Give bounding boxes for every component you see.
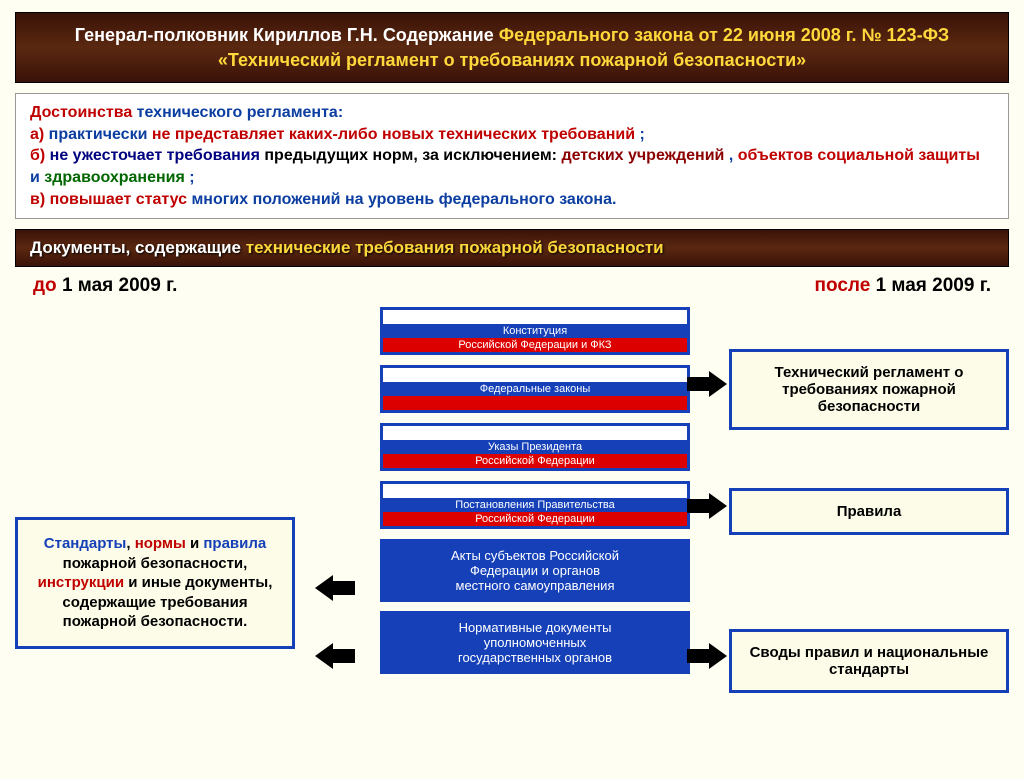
hierarchy-president-decrees: Указы Президента Российской Федерации [380,423,690,471]
hierarchy-constitution: Конституция Российской Федерации и ФКЗ [380,307,690,355]
hierarchy-normative-docs: Нормативные документы уполномоченных гос… [380,611,690,674]
arrow-left-icon [315,575,355,601]
after-column: Технический регламент о требованиях пожа… [729,349,1009,751]
hierarchy-diagram: Конституция Российской Федерации и ФКЗ Ф… [15,307,1009,737]
dates-row: до 1 мая 2009 г. после 1 мая 2009 г. [15,275,1009,297]
author-text: Генерал-полковник Кириллов Г.Н. [75,25,383,45]
arrow-right-icon [687,643,727,669]
arrow-right-icon [687,493,727,519]
hierarchy-gov-resolutions: Постановления Правительства Российской Ф… [380,481,690,529]
title-header: Генерал-полковник Кириллов Г.Н. Содержан… [15,12,1009,83]
before-standards-box: Стандарты, нормы и правила пожарной безо… [15,517,295,649]
after-rules: Правила [729,488,1009,535]
documents-banner: Документы, содержащие технические требов… [15,229,1009,267]
arrow-left-icon [315,643,355,669]
after-date: после 1 мая 2009 г. [815,275,992,297]
after-tech-reglament: Технический регламент о требованиях пожа… [729,349,1009,430]
arrow-right-icon [687,371,727,397]
advantages-box: Достоинства технического регламента: а) … [15,93,1009,219]
content-word: Содержание [383,25,499,45]
before-date: до 1 мая 2009 г. [33,275,177,297]
hierarchy-federal-laws: Федеральные законы [380,365,690,413]
center-column: Конституция Российской Федерации и ФКЗ Ф… [380,307,690,683]
hierarchy-subject-acts: Акты субъектов Российской Федерации и ор… [380,539,690,602]
after-codes-standards: Своды правил и национальные стандарты [729,629,1009,693]
